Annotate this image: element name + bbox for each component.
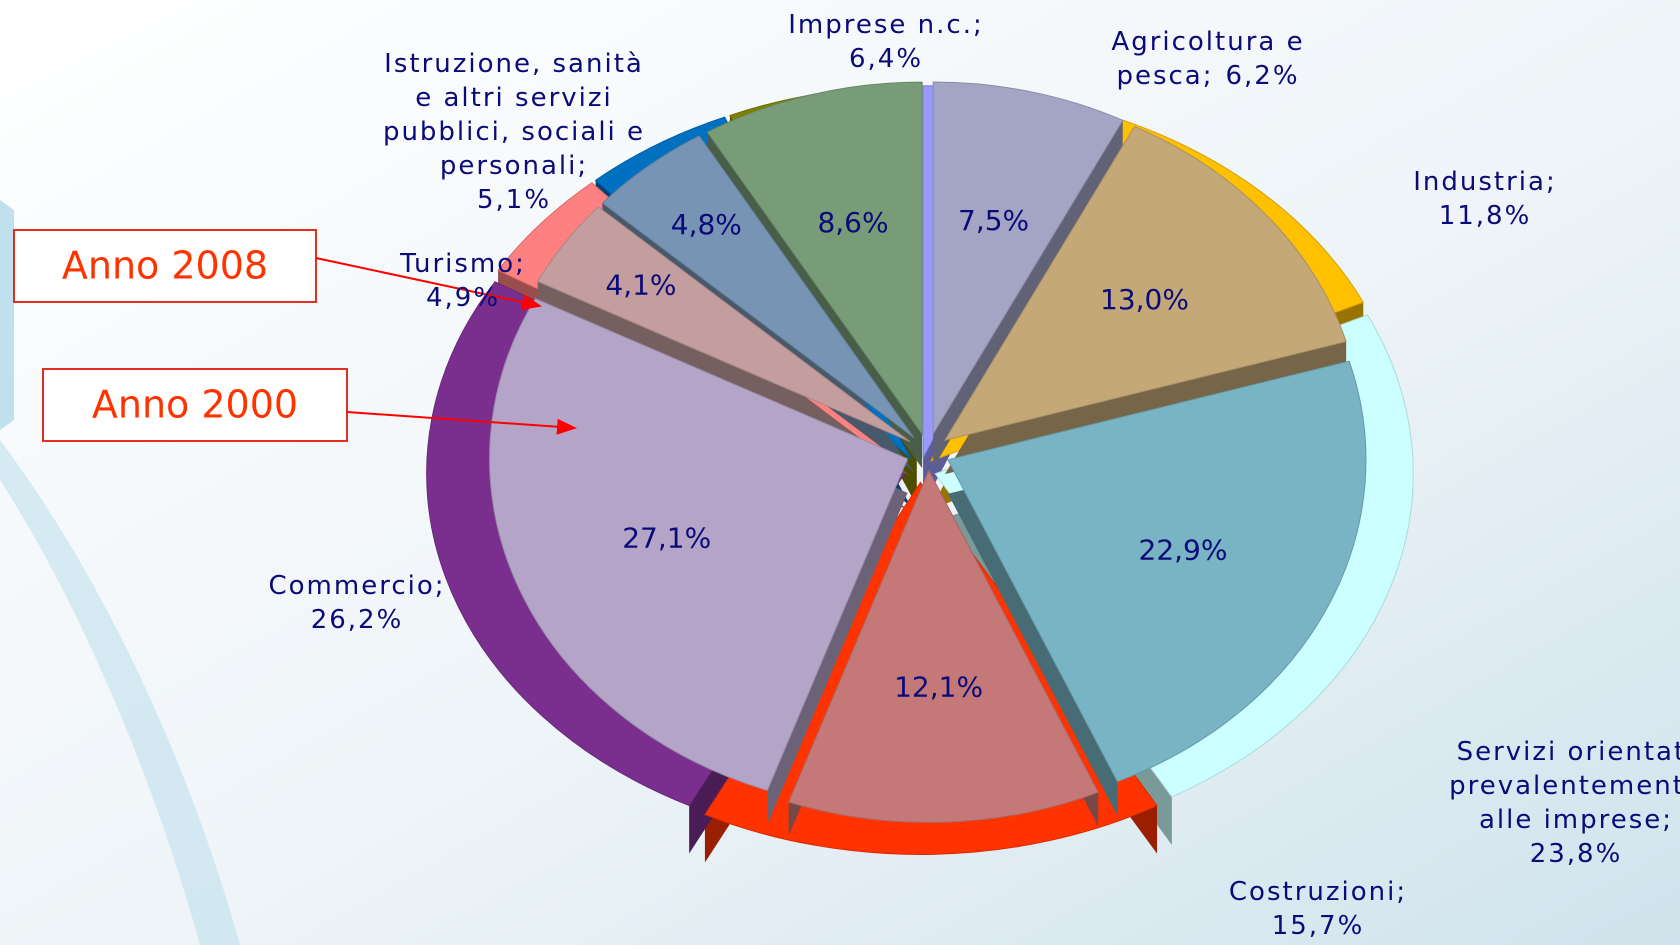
slice — [932, 81, 1124, 436]
legend-box — [42, 368, 348, 442]
decoration — [0, 440, 240, 945]
data-label: 7,5% — [958, 204, 1029, 237]
slice — [706, 81, 923, 436]
category-label: Costruzioni; 15,7% — [1229, 877, 1407, 941]
data-label: 4,9% — [426, 283, 500, 313]
category-label-line: pubblici, sociali e — [383, 117, 645, 147]
category-label-line: alle imprese; — [1479, 805, 1673, 835]
legend-label: Anno 2008 — [62, 244, 268, 288]
data-label: 12,1% — [894, 671, 983, 704]
data-label: 6,4% — [849, 44, 923, 74]
category-label-line: Servizi orientati — [1457, 737, 1680, 767]
slice — [536, 206, 911, 442]
category-label: Imprese n.c.; 6,4% — [788, 10, 983, 74]
category-label-line: Imprese n.c.; — [788, 10, 983, 40]
data-label: 22,9% — [1139, 534, 1228, 567]
data-label: 13,0% — [1100, 283, 1189, 316]
decoration — [0, 200, 14, 430]
data-label: 27,1% — [622, 521, 711, 554]
data-label: 4,1% — [605, 268, 676, 301]
category-label: Turismo; 4,9% — [399, 249, 526, 313]
legend-arrow — [315, 257, 542, 311]
category-label: Istruzione, sanità e altri servizi pubblic… — [383, 49, 645, 215]
slice — [947, 360, 1367, 783]
data-label: 6,2% — [1225, 61, 1299, 91]
category-label-line: e altri servizi — [415, 83, 613, 113]
legend-label: Anno 2000 — [92, 383, 298, 427]
data-label: 15,7% — [1272, 911, 1365, 941]
slice — [489, 298, 909, 792]
category-label-line: Agricoltura e — [1111, 27, 1304, 57]
category-label-line: pesca; — [1116, 61, 1213, 91]
category-label: Agricoltura e pesca; 6,2% — [1111, 27, 1304, 91]
category-label-line: prevalentemente — [1449, 771, 1680, 801]
category-label: Commercio; 26,2% — [268, 571, 445, 635]
slice — [787, 469, 1099, 823]
data-label: 23,8% — [1530, 839, 1623, 869]
legend-box — [13, 229, 317, 303]
data-label: 11,8% — [1439, 201, 1532, 231]
category-label-line: Istruzione, sanità — [384, 49, 644, 79]
category-label-line: Costruzioni; — [1229, 877, 1407, 907]
data-label: 4,8% — [671, 208, 742, 241]
category-label: Industria; 11,8% — [1413, 167, 1556, 231]
category-label-line: Turismo; — [399, 249, 526, 279]
category-label-line: Industria; — [1413, 167, 1556, 197]
data-label: 26,2% — [311, 605, 404, 635]
category-label: Servizi orientati prevalentemente alle imp… — [1449, 737, 1680, 869]
category-label-line: Commercio; — [268, 571, 445, 601]
category-label-line: personali; — [440, 151, 588, 181]
data-label: 8,6% — [817, 206, 888, 239]
slice — [943, 125, 1347, 441]
legend-arrow — [346, 411, 577, 435]
data-label: 5,1% — [477, 185, 551, 215]
slice — [601, 135, 915, 439]
